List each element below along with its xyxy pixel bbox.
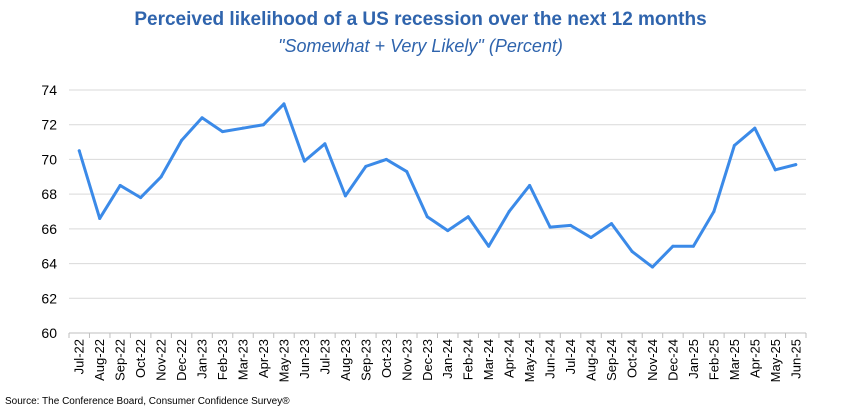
x-tick-label: Oct-23 [379,339,394,378]
x-tick-label: Jan-25 [686,339,701,379]
data-point [691,244,695,248]
data-point [732,144,736,148]
data-point [610,222,614,226]
data-point [446,229,450,233]
chart-subtitle: "Somewhat + Very Likely" (Percent) [278,36,563,56]
x-tick-label: Mar-24 [481,339,496,380]
data-point [794,163,798,167]
x-tick-label: Mar-23 [236,339,251,380]
data-point [261,123,265,127]
y-tick-label: 60 [41,325,57,341]
x-tick-label: Jan-23 [195,339,210,379]
x-tick-label: May-25 [768,339,783,382]
x-tick-label: Jun-24 [543,339,558,379]
data-point [180,138,184,142]
x-tick-label: Jan-24 [440,339,455,379]
y-tick-label: 74 [41,82,57,98]
data-point [569,223,573,227]
data-point [282,102,286,106]
data-point [98,216,102,220]
y-tick-label: 66 [41,221,57,237]
x-tick-label: Jul-22 [72,339,87,374]
data-point [487,244,491,248]
source-note: Source: The Conference Board, Consumer C… [5,396,290,407]
data-point [77,149,81,153]
x-tick-label: Dec-23 [420,339,435,381]
x-tick-label: Mar-25 [727,339,742,380]
data-point [548,225,552,229]
series-line [77,102,798,269]
data-point [364,164,368,168]
x-tick-label: Nov-23 [399,339,414,381]
y-tick-label: 72 [41,117,57,133]
data-point [343,194,347,198]
x-tick-label: May-24 [522,339,537,382]
data-point [302,159,306,163]
data-point [118,183,122,187]
data-point [466,215,470,219]
x-tick-label: Oct-24 [624,339,639,378]
x-tick-label: Feb-23 [215,339,230,380]
data-point [650,265,654,269]
x-tick-label: Feb-24 [461,339,476,380]
data-point [425,215,429,219]
x-tick-label: Nov-24 [645,339,660,381]
data-point [405,170,409,174]
x-tick-label: Aug-23 [338,339,353,381]
x-tick-label: Dec-22 [174,339,189,381]
x-tick-label: Aug-24 [584,339,599,381]
y-tick-label: 70 [41,151,57,167]
x-tick-label: Apr-24 [502,339,517,378]
data-point [384,157,388,161]
x-tick-label: Feb-25 [706,339,721,380]
data-point [630,249,634,253]
x-tick-label: Aug-22 [92,339,107,381]
x-tick-label: Apr-23 [256,339,271,378]
x-tick-label: Sep-22 [113,339,128,381]
data-point [221,130,225,134]
y-tick-label: 64 [41,256,57,272]
data-point [200,116,204,120]
data-point [753,126,757,130]
x-tick-label: Nov-22 [154,339,169,381]
y-tick-label: 68 [41,186,57,202]
y-tick-label: 62 [41,290,57,306]
data-point [159,175,163,179]
data-point [528,183,532,187]
x-tick-label: Dec-24 [665,339,680,381]
data-point [507,210,511,213]
data-point [589,236,593,240]
chart-title: Perceived likelihood of a US recession o… [134,9,707,30]
x-tick-label: Jul-24 [563,339,578,374]
x-tick-label: Jul-23 [317,339,332,374]
x-tick-label: Jun-23 [297,339,312,379]
x-tick-label: Jun-25 [788,339,803,379]
x-tick-label: Oct-22 [133,339,148,378]
x-tick-label: Apr-25 [747,339,762,378]
x-tick-label: Sep-23 [358,339,373,381]
data-point [712,210,716,213]
data-point [241,126,245,130]
data-point [671,244,675,248]
data-point [323,142,327,146]
data-point [139,196,143,200]
x-tick-label: Sep-24 [604,339,619,381]
x-tick-label: May-23 [276,339,291,382]
data-point [773,168,777,172]
